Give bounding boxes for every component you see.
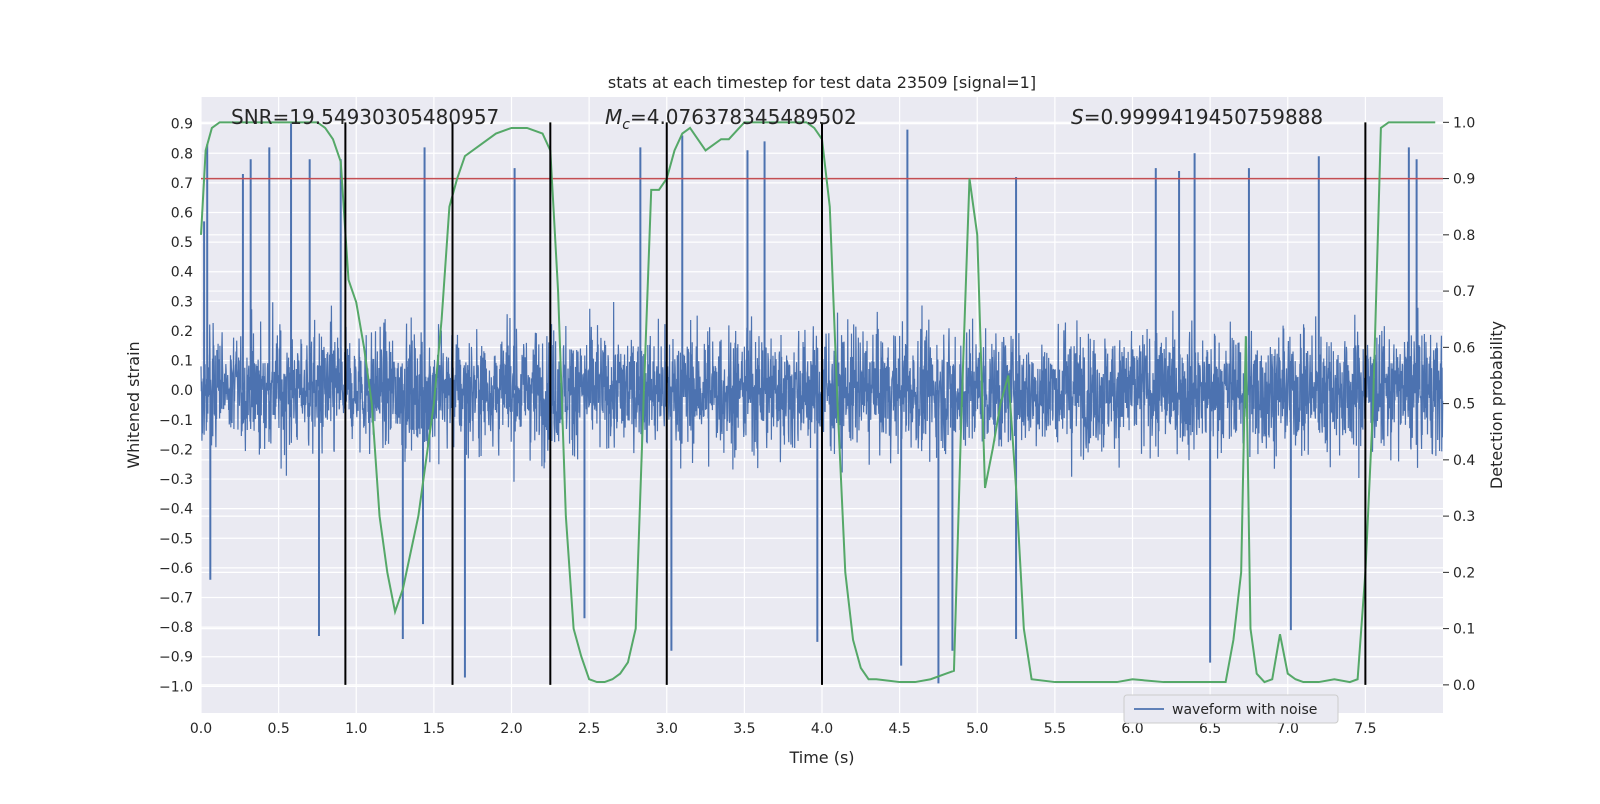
- x-tick-label: 0.5: [267, 721, 289, 737]
- legend-box: [1123, 694, 1339, 724]
- y-tick-label: 0.8: [171, 146, 193, 162]
- y-tick-label: −0.2: [159, 442, 193, 458]
- x-tick-label: 5.0: [966, 721, 988, 737]
- y-tick-label: 0.2: [171, 324, 193, 340]
- y-tick-label: 0.3: [171, 294, 193, 310]
- y2-tick-label: 0.3: [1453, 509, 1475, 525]
- y-tick-label: −0.1: [159, 413, 193, 429]
- y-tick-label: 0.0: [171, 383, 193, 399]
- x-tick-label: 5.5: [1044, 721, 1066, 737]
- mc-symbol: M: [605, 105, 622, 129]
- mc-subscript: c: [622, 117, 630, 133]
- x-tick-label: 4.5: [888, 721, 910, 737]
- y-tick-label: 0.9: [171, 117, 193, 133]
- x-tick-label: 6.5: [1199, 721, 1221, 737]
- x-tick-label: 2.5: [578, 721, 600, 737]
- y2-axis-label: Detection probability: [1487, 321, 1506, 489]
- x-tick-label: 7.0: [1277, 721, 1299, 737]
- y-tick-label: −0.8: [159, 620, 193, 636]
- y-tick-label: −0.4: [159, 502, 193, 518]
- x-tick-label: 3.0: [656, 721, 678, 737]
- y-tick-label: −0.6: [159, 561, 193, 577]
- y2-tick-label: 0.1: [1453, 622, 1475, 638]
- tick-layer: 0.0 0.5 1.0 1.5 2.0 2.5 3.0 3.5 4.0 4.5 5.0 5.5 6.0 6…: [159, 115, 1475, 737]
- y-tick-label: 0.4: [171, 265, 193, 281]
- y-tick-label: −0.3: [159, 472, 193, 488]
- y2-tick-label: 0.0: [1453, 678, 1475, 694]
- y-tick-label: −1.0: [159, 679, 193, 695]
- x-tick-label: 1.0: [345, 721, 367, 737]
- y-tick-label: 0.6: [171, 206, 193, 222]
- snr-annotation: SNR=19.54930305480957: [231, 105, 499, 129]
- y2-tick-label: 0.5: [1453, 397, 1475, 413]
- probability-layer: [200, 121, 1436, 684]
- y2-tick-label: 0.8: [1453, 228, 1475, 244]
- y-tick-label: 0.1: [171, 354, 193, 370]
- x-axis-label: Time (s): [788, 748, 854, 767]
- x-tick-label: 7.5: [1354, 721, 1376, 737]
- x-tick-label: 4.0: [811, 721, 833, 737]
- x-tick-label: 1.5: [423, 721, 445, 737]
- y-axis-label: Whitened strain: [124, 341, 143, 468]
- s-annotation: S=0.9999419450759888: [1071, 105, 1323, 129]
- x-tick-label: 3.5: [733, 721, 755, 737]
- probability-series: [200, 121, 1436, 684]
- mc-annotation: Mc=4.076378345489502: [605, 105, 857, 133]
- mc-value: =4.076378345489502: [630, 105, 857, 129]
- y-tick-label: −0.9: [159, 650, 193, 666]
- x-tick-label: 0.0: [190, 721, 212, 737]
- y2-tick-label: 1.0: [1453, 115, 1475, 131]
- s-symbol: S: [1071, 105, 1084, 129]
- legend-label: waveform with noise: [1172, 702, 1317, 718]
- x-tick-label: 2.0: [500, 721, 522, 737]
- y2-tick-label: 0.9: [1453, 172, 1475, 188]
- y-tick-label: 0.5: [171, 235, 193, 251]
- chart-title: stats at each timestep for test data 235…: [608, 73, 1036, 92]
- y-tick-label: 0.7: [171, 176, 193, 192]
- s-value: =0.9999419450759888: [1084, 105, 1323, 129]
- x-tick-label: 6.0: [1121, 721, 1143, 737]
- y2-tick-label: 0.6: [1453, 340, 1475, 356]
- vline-layer: [344, 122, 1367, 685]
- y-tick-label: −0.7: [159, 591, 193, 607]
- y-tick-label: −0.5: [159, 531, 193, 547]
- legend: waveform with noise: [1123, 694, 1339, 724]
- y2-tick-label: 0.2: [1453, 565, 1475, 581]
- y2-tick-label: 0.4: [1453, 453, 1475, 469]
- y2-tick-label: 0.7: [1453, 284, 1475, 300]
